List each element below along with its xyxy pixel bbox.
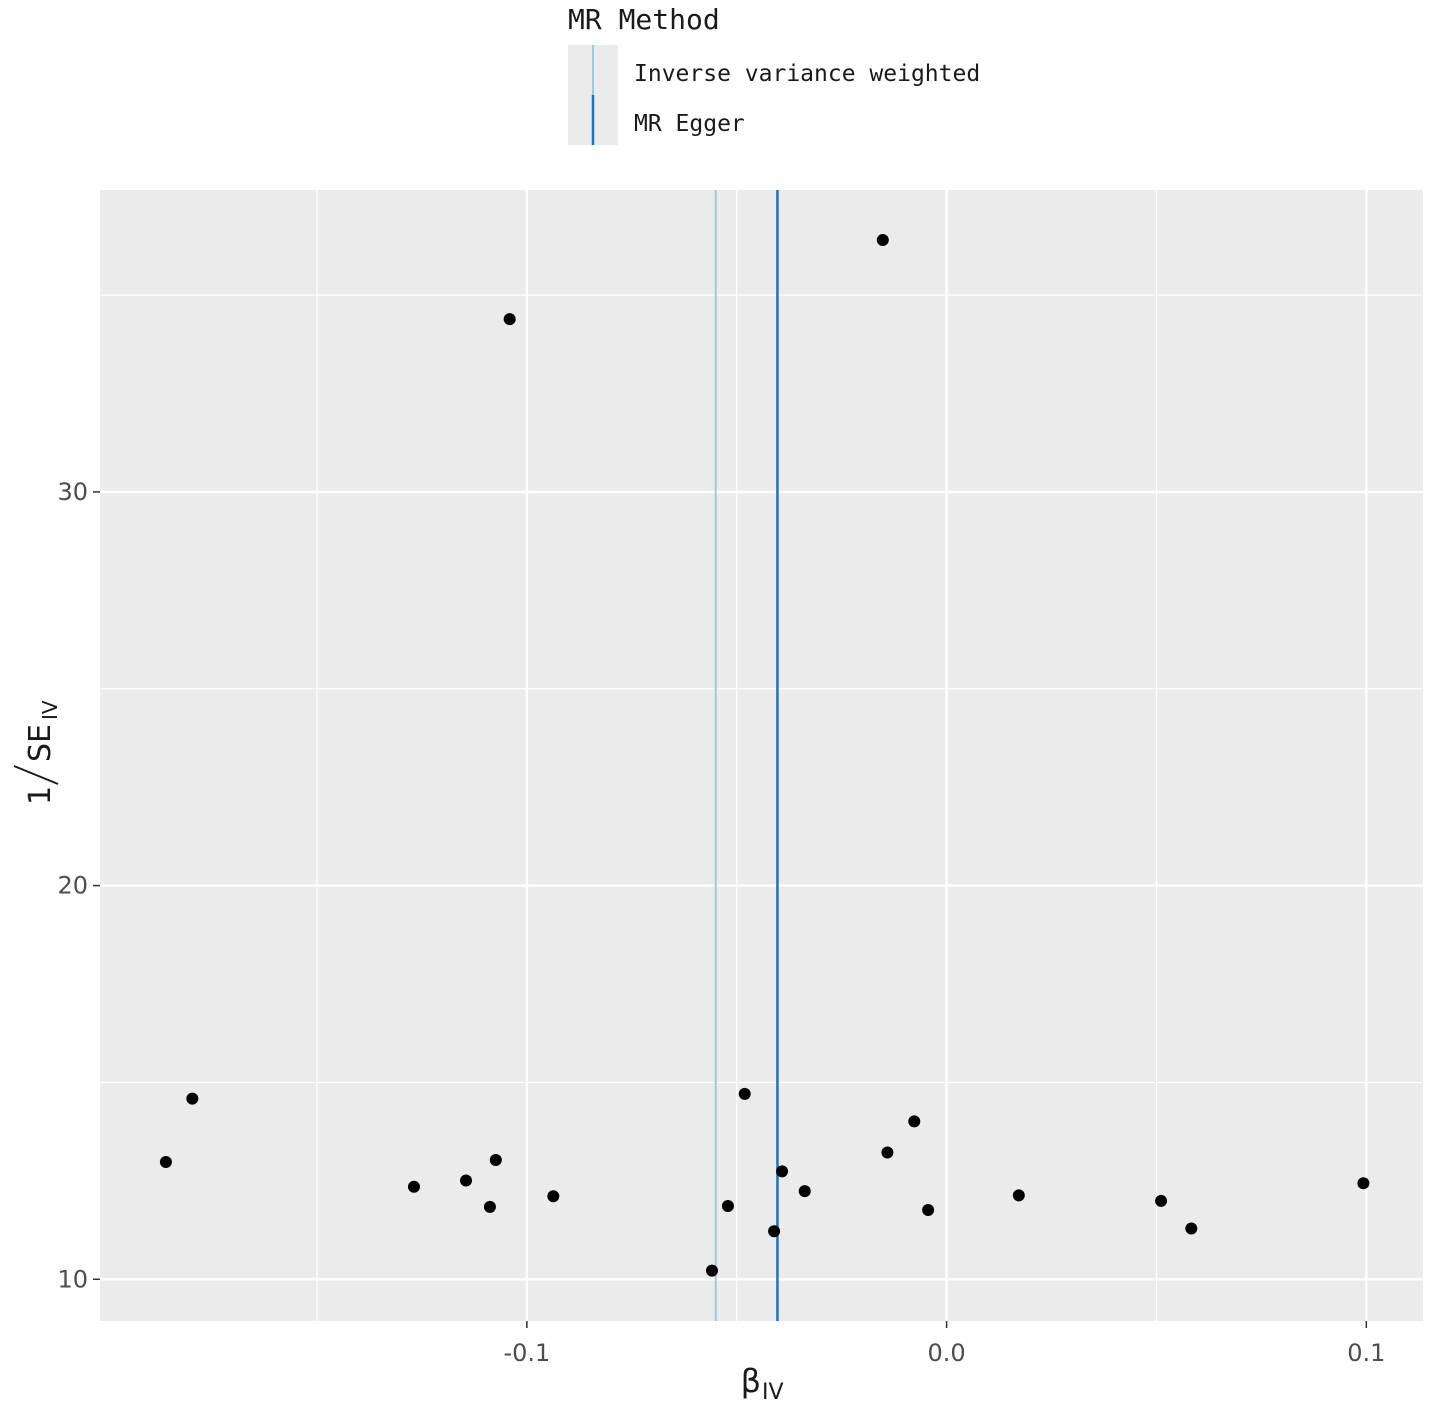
legend-title: MR Method (568, 3, 720, 36)
data-point (768, 1225, 781, 1238)
data-point (876, 233, 889, 246)
data-points (159, 233, 1370, 1277)
y-axis-ticks: 10 20 30 (57, 478, 100, 1293)
data-point (489, 1153, 502, 1166)
x-tick-label: -0.1 (503, 1339, 550, 1367)
data-point (159, 1155, 172, 1168)
data-point (1155, 1194, 1168, 1207)
major-gridlines (100, 190, 1423, 1321)
y-tick-label: 20 (57, 872, 88, 900)
data-point (776, 1165, 789, 1178)
x-axis-title-subscript: IV (762, 1380, 784, 1405)
x-tick-label: 0.1 (1347, 1339, 1385, 1367)
y-axis-title-subscript: IV (38, 700, 62, 720)
x-axis-ticks: -0.1 0.0 0.1 (503, 1321, 1385, 1367)
data-point (1357, 1177, 1370, 1190)
data-point (483, 1200, 496, 1213)
y-axis-title: 1 SE IV (13, 700, 62, 805)
data-point (407, 1180, 420, 1193)
legend-label-inverse-variance-weighted: Inverse variance weighted (634, 61, 980, 87)
data-point (738, 1087, 751, 1100)
y-axis-title-numerator: 1 (23, 786, 58, 805)
data-point (1012, 1189, 1025, 1202)
data-point (547, 1190, 560, 1203)
data-point (503, 313, 516, 326)
x-axis-title: β (741, 1362, 761, 1400)
data-point (460, 1174, 473, 1187)
data-point (798, 1185, 811, 1198)
legend-label-mr-egger: MR Egger (634, 111, 745, 137)
data-point (1185, 1222, 1198, 1235)
y-axis-title-denominator: SE (23, 724, 58, 762)
data-point (881, 1146, 894, 1159)
y-tick-label: 10 (57, 1265, 88, 1293)
x-tick-label: 0.0 (928, 1339, 966, 1367)
data-point (186, 1092, 199, 1105)
y-axis-title-slash (13, 765, 59, 785)
plot-panel (100, 190, 1423, 1321)
estimate-lines (714, 190, 779, 1321)
legend: MR Method Inverse variance weighted MR E… (568, 3, 980, 145)
data-point (908, 1115, 921, 1128)
y-tick-label: 30 (57, 478, 88, 506)
data-point (922, 1203, 935, 1216)
minor-gridlines (100, 190, 1423, 1321)
data-point (705, 1264, 718, 1277)
data-point (721, 1200, 734, 1213)
